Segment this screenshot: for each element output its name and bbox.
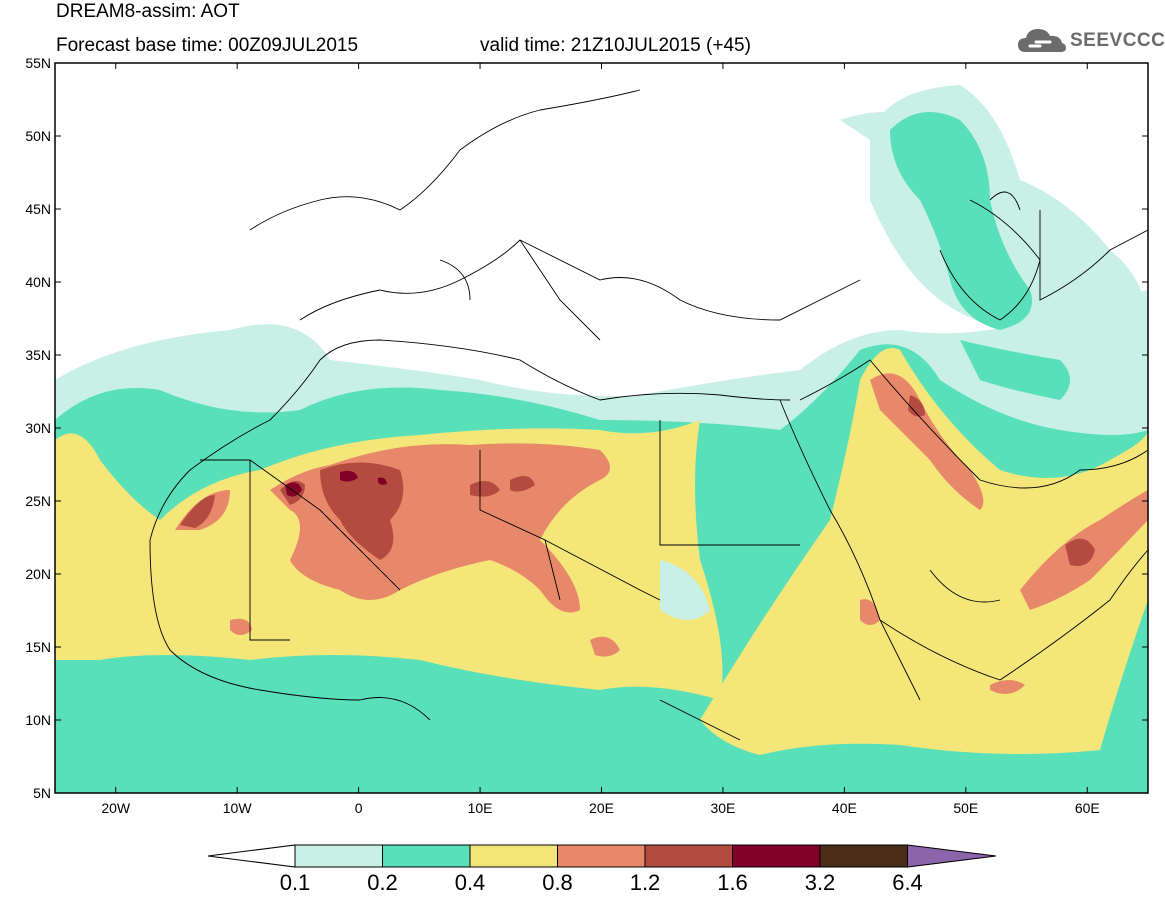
lat-tick-label: 40N [25,274,51,290]
legend-swatch [819,844,908,868]
axis-ticks [55,62,1148,794]
lat-tick-label: 15N [25,639,51,655]
aot-field [55,85,1148,793]
legend-swatch [469,844,558,868]
lat-tick-label: 5N [33,785,51,801]
lon-tick-label: 50E [953,800,978,816]
legend-under-triangle [207,844,296,868]
map-title: DREAM8-assim: AOT [56,1,240,22]
legend-level-label: 0.2 [367,870,398,895]
legend-level-label: 6.4 [892,870,923,895]
lon-tick-label: 20E [589,800,614,816]
axis-tick-labels: 20W 10W 0 10E 20E 30E 40E 50E 60E 5N 10N 15N 20N 25N 3… [25,55,1099,816]
lon-tick-label: 20W [101,800,131,816]
lon-tick-label: 40E [832,800,857,816]
logo-text: SEEVCCC [1070,30,1165,51]
lon-tick-label: 60E [1075,800,1100,816]
legend-level-label: 1.2 [629,870,661,895]
lat-tick-label: 10N [25,712,51,728]
lon-tick-label: 0 [355,800,363,816]
legend-swatch [644,844,733,868]
legend-swatch [294,844,383,868]
lat-tick-label: 50N [25,128,51,144]
legend-over-triangle [907,844,997,868]
forecast-base-time: Forecast base time: 00Z09JUL2015 [56,35,359,56]
legend-level-label: 3.2 [804,870,836,895]
lat-tick-label: 45N [25,201,51,217]
seevccc-logo: SEEVCCC [1016,24,1165,58]
legend-swatch [557,844,646,868]
legend-level-label: 0.8 [542,870,573,895]
lat-tick-label: 20N [25,566,51,582]
lon-tick-label: 30E [710,800,735,816]
color-legend [207,844,997,868]
lat-tick-label: 35N [25,347,51,363]
legend-level-label: 1.6 [717,870,748,895]
lon-tick-label: 10E [468,800,493,816]
legend-swatch [732,844,821,868]
lon-tick-label: 10W [223,800,253,816]
legend-level-label: 0.4 [454,870,486,895]
lat-tick-label: 30N [25,420,51,436]
valid-time: valid time: 21Z10JUL2015 (+45) [480,35,751,56]
cloud-icon [1018,29,1066,52]
lat-tick-label: 55N [25,55,51,71]
legend-level-label: 0.1 [279,870,311,895]
legend-swatch [382,844,471,868]
lat-tick-label: 25N [25,493,51,509]
